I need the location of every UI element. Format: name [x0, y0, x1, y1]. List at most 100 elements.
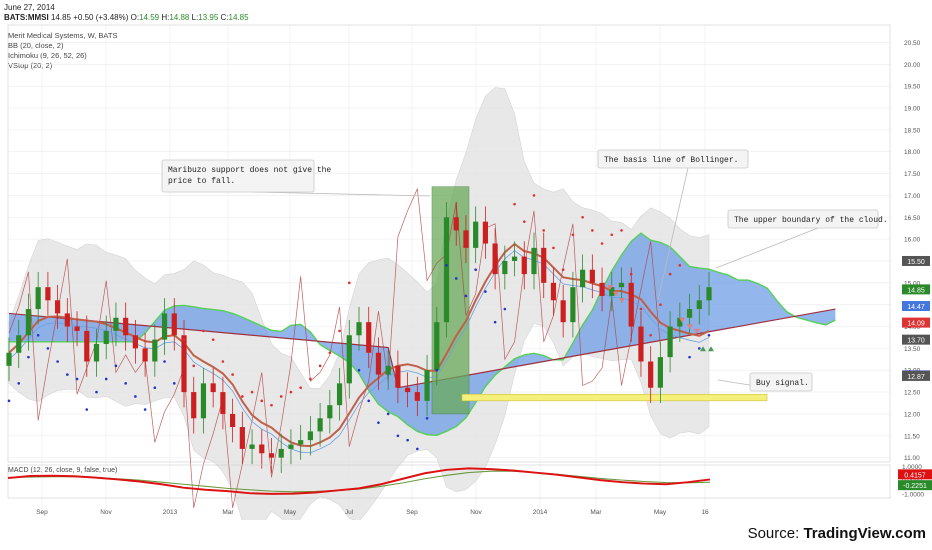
candle-body	[492, 243, 498, 275]
candle	[84, 315, 90, 377]
candle-body	[696, 300, 702, 310]
vstop-dot	[192, 364, 196, 368]
candle	[103, 315, 109, 360]
candle	[74, 311, 80, 347]
candle-body	[541, 247, 547, 283]
macd-badge: -0.2251	[898, 480, 932, 491]
candle-body	[317, 418, 323, 432]
callout-text: price to fall.	[168, 177, 235, 186]
candle-body	[375, 352, 382, 375]
candle-body	[677, 317, 683, 327]
vstop-dot	[552, 246, 555, 250]
candle	[667, 311, 673, 373]
candle	[230, 398, 236, 443]
y-tick-label: 17.00	[904, 193, 921, 200]
vstop-dot	[688, 355, 691, 359]
candle	[541, 232, 547, 299]
candle	[424, 354, 430, 417]
source-credit: Source: TradingView.com	[748, 525, 926, 542]
macd-tick-label: 1.0000	[902, 464, 922, 471]
candle-body	[74, 326, 80, 331]
y-tick-label: 12.00	[904, 411, 921, 418]
candle-body	[609, 287, 615, 296]
candle-body	[686, 309, 693, 318]
legend-ichimoku[interactable]: Ichimoku (9, 26, 52, 26)	[8, 51, 87, 60]
candle	[502, 245, 508, 290]
chikou-span	[8, 187, 661, 508]
callout-box	[161, 159, 315, 193]
candle-body	[638, 326, 644, 362]
candle-body	[531, 247, 537, 275]
vstop-dot	[581, 215, 584, 219]
candle	[268, 437, 275, 473]
candle	[706, 271, 712, 316]
candle	[609, 271, 615, 312]
vstop-dot	[639, 307, 643, 311]
candle-body	[307, 431, 313, 441]
candle	[560, 285, 566, 338]
vstop-dot	[270, 403, 273, 407]
legend-vstop[interactable]: VStop (20, 2)	[8, 61, 53, 70]
callout-pointer	[715, 227, 819, 269]
callout-box	[597, 149, 749, 169]
candle-body	[424, 370, 430, 401]
legend-bb[interactable]: BB (20, close, 2)	[8, 41, 64, 50]
callout-box	[749, 372, 813, 392]
vstop-dot	[231, 373, 234, 376]
candle	[25, 293, 32, 351]
vstop-dot	[318, 364, 322, 368]
badge-bg	[902, 284, 930, 295]
candle	[171, 298, 177, 351]
candle	[521, 241, 527, 290]
y-tick-label: 11.00	[904, 455, 920, 462]
low-value: 13.95	[198, 13, 219, 22]
vstop-dot	[289, 390, 293, 394]
candle-body	[298, 440, 304, 445]
candle-body	[123, 317, 129, 336]
sell-arrow	[613, 291, 619, 297]
candle-body	[657, 357, 663, 388]
candle	[113, 302, 119, 347]
callout-pointer	[657, 167, 689, 301]
buy-arrow	[700, 346, 706, 352]
candle-body	[239, 427, 245, 449]
candle	[259, 429, 265, 469]
y-tick-label: 16.00	[904, 237, 921, 244]
y-tick-label: 19.50	[904, 84, 921, 91]
sell-arrow	[607, 285, 613, 291]
source-brand[interactable]: TradingView.com	[803, 525, 926, 542]
y-tick-label: 11.50	[904, 433, 920, 440]
vstop-dot	[707, 333, 711, 337]
source-prefix: Source:	[747, 525, 804, 542]
candle-body	[356, 322, 362, 336]
candle	[492, 228, 498, 290]
candle-body	[443, 217, 450, 323]
candle-body	[327, 405, 333, 419]
annotation-callout: Buy signal.	[717, 372, 813, 392]
vstop-dot	[143, 408, 147, 411]
highlight-boxes	[431, 186, 768, 415]
vstop-dot	[513, 202, 516, 206]
candle	[132, 319, 138, 364]
vstop-dot	[250, 390, 254, 394]
candle-body	[405, 387, 411, 393]
badge-text: 14.85	[907, 287, 925, 294]
candle-body	[560, 300, 566, 323]
vstop-dot	[27, 355, 30, 359]
badge-text: 14.47	[907, 304, 925, 311]
vstop-dot	[36, 333, 40, 337]
vstop-dot	[182, 338, 186, 341]
candle	[434, 306, 440, 386]
candle	[161, 298, 168, 355]
price-chart[interactable]: Maribuzo support does not give the price …	[0, 0, 932, 520]
candle-body	[55, 300, 61, 314]
candle-body	[473, 221, 479, 248]
legend-macd[interactable]: MACD (12, 26, close, 9, false, true)	[8, 467, 118, 474]
x-tick-label: May	[654, 509, 667, 516]
candle	[395, 350, 401, 404]
candle	[35, 271, 41, 325]
sell-arrow	[619, 298, 625, 304]
candle-body	[230, 413, 236, 428]
vstop-dot	[134, 395, 137, 398]
